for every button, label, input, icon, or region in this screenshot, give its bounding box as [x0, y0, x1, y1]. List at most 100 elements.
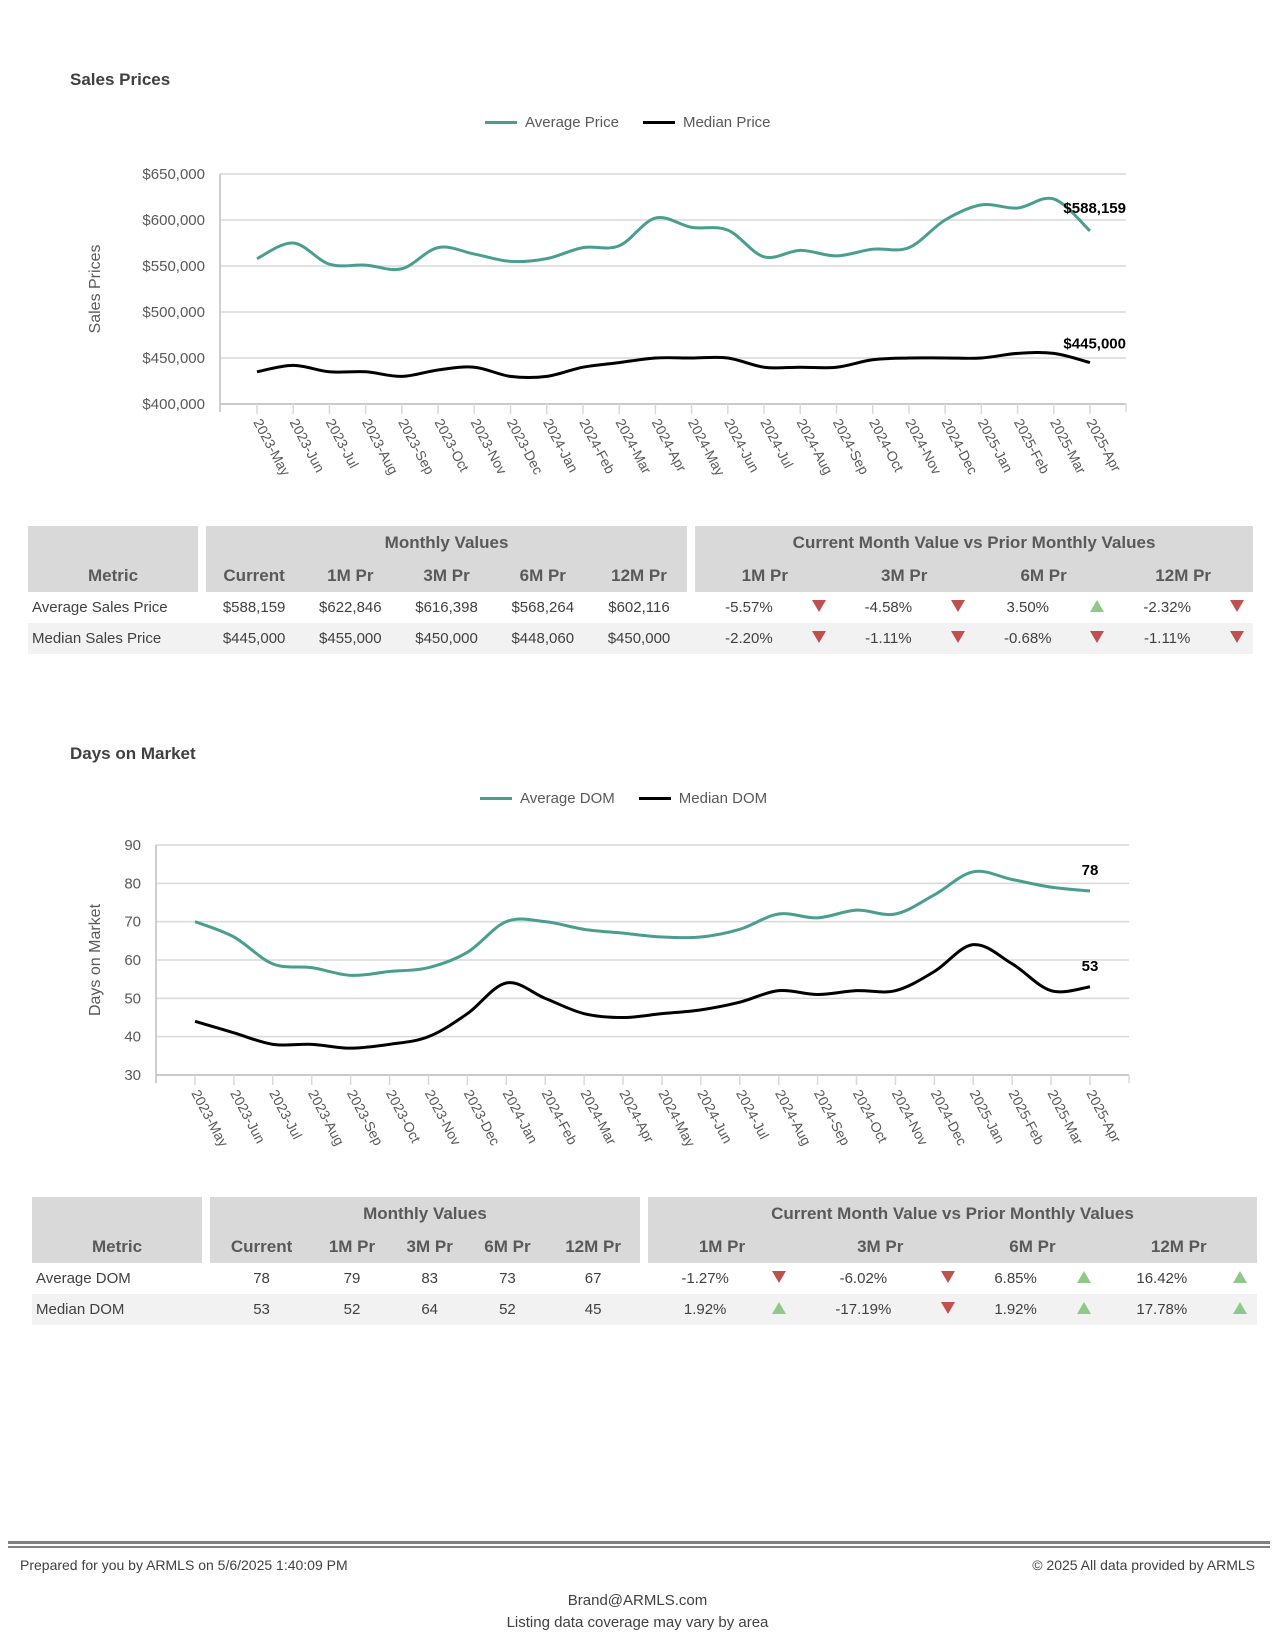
- change-percent: 1.92%: [964, 1294, 1067, 1325]
- y-tick-label: $550,000: [142, 258, 205, 275]
- trend-down-icon: [942, 623, 974, 654]
- average-series-line: [256, 196, 1092, 272]
- end-data-label: 53: [1082, 958, 1099, 975]
- metric-name: Median DOM: [32, 1294, 202, 1325]
- dom-metrics-table: Metric Monthly Values Current Month Valu…: [32, 1197, 1257, 1325]
- legend-label: Average Price: [525, 114, 619, 131]
- change-percent: 3.50%: [1006, 599, 1050, 616]
- sales-prices-chart: $400,000 $450,000 $500,000 $550,000 $600,000…: [87, 166, 1127, 478]
- monthly-value: $568,264: [511, 599, 575, 616]
- y-tick-label: 70: [124, 914, 141, 931]
- triangle-down-icon: [951, 600, 966, 612]
- end-data-label: 78: [1082, 862, 1099, 879]
- trend-up-icon: [1223, 1263, 1257, 1294]
- change-percent: 16.42%: [1136, 1270, 1188, 1287]
- col-6m: 6M Pr: [468, 1230, 547, 1263]
- table-row: Median Sales Price $445,000 $455,000 $450,0…: [28, 623, 1253, 654]
- spacer: [687, 623, 696, 654]
- legend-swatch-average: [480, 797, 512, 800]
- y-tick-label: $500,000: [142, 304, 205, 321]
- metric-name: Average Sales Price: [32, 599, 168, 616]
- table-row: Average Sales Price $588,159 $622,846 $616,…: [28, 592, 1253, 623]
- end-data-label: $588,159: [1063, 200, 1126, 217]
- trend-up-icon: [1066, 1294, 1101, 1325]
- x-tick-label: 2024-Jul: [733, 1087, 772, 1142]
- monthly-value: $622,846: [319, 599, 382, 616]
- col-12m: 12M Pr: [590, 559, 688, 592]
- legend-median-dom: Median DOM: [638, 790, 767, 807]
- change-percent: -0.68%: [973, 623, 1082, 654]
- dom-table-body: Average DOM 78 79 83 73 67 -1.27% -6.02% 6.85% 16…: [32, 1263, 1257, 1325]
- y-tick-label: 30: [124, 1067, 141, 1084]
- table-row: Median DOM 53 52 64 52 45 1.92% -17.19% 1.92% 17.…: [32, 1294, 1257, 1325]
- trend-up-icon: [762, 1294, 797, 1325]
- monthly-values-header: Monthly Values: [206, 526, 688, 559]
- metric-header: Metric: [32, 1197, 202, 1263]
- y-tick-label: $600,000: [142, 212, 205, 229]
- monthly-value: $455,000: [302, 623, 399, 654]
- x-tick-label: 2024-Dec: [928, 1087, 971, 1148]
- change-percent: 17.78%: [1100, 1294, 1224, 1325]
- trend-down-icon: [1081, 623, 1114, 654]
- x-tick-label: 2024-Feb: [539, 1087, 581, 1148]
- change-percent: -6.02%: [839, 1270, 888, 1287]
- col-cmp-1m: 1M Pr: [695, 559, 835, 592]
- change-percent: -1.27%: [681, 1270, 729, 1287]
- x-tick-label: 2025-Feb: [1006, 1087, 1048, 1148]
- col-cmp-12m: 12M Pr: [1100, 1230, 1257, 1263]
- legend-label: Average DOM: [520, 790, 615, 807]
- trend-down-icon: [762, 1263, 796, 1294]
- metric-header: Metric: [28, 526, 198, 592]
- triangle-down-icon: [1230, 631, 1244, 643]
- legend-label: Median Price: [682, 114, 771, 131]
- y-tick-label: 60: [124, 952, 141, 969]
- col-cmp-3m: 3M Pr: [796, 1230, 965, 1263]
- change-percent: 6.85%: [994, 1270, 1037, 1287]
- trend-up-icon: [1082, 592, 1114, 623]
- monthly-value: 73: [499, 1270, 516, 1287]
- y-tick-label: $650,000: [142, 166, 205, 183]
- y-tick-label: 50: [124, 990, 141, 1007]
- triangle-up-icon: [1076, 1302, 1091, 1314]
- spacer: [202, 1263, 210, 1294]
- trend-down-icon: [1221, 592, 1253, 623]
- col-current: Current: [206, 559, 303, 592]
- col-1m: 1M Pr: [302, 559, 399, 592]
- trend-down-icon: [930, 1294, 965, 1325]
- table-row: Average DOM 78 79 83 73 67 -1.27% -6.02% 6.85% 16…: [32, 1263, 1257, 1294]
- triangle-up-icon: [1076, 1271, 1091, 1283]
- triangle-down-icon: [811, 631, 826, 643]
- y-tick-label: 80: [124, 875, 141, 892]
- triangle-down-icon: [951, 631, 966, 643]
- spacer: [202, 1294, 210, 1325]
- col-cmp-6m: 6M Pr: [973, 559, 1114, 592]
- monthly-value: $445,000: [206, 623, 303, 654]
- triangle-down-icon: [811, 600, 826, 612]
- coverage-disclaimer: Listing data coverage may vary by area: [506, 1614, 769, 1631]
- change-percent: -2.20%: [695, 623, 803, 654]
- trend-up-icon: [1067, 1263, 1101, 1294]
- col-cmp-12m: 12M Pr: [1113, 559, 1253, 592]
- monthly-value: $616,398: [415, 599, 478, 616]
- monthly-value: 53: [210, 1294, 314, 1325]
- x-tick-label: 2025-Mar: [1044, 1087, 1086, 1148]
- trend-down-icon: [931, 1263, 965, 1294]
- monthly-value: 78: [253, 1270, 270, 1287]
- col-12m: 12M Pr: [546, 1230, 640, 1263]
- triangle-down-icon: [940, 1271, 955, 1283]
- triangle-up-icon: [1090, 600, 1105, 612]
- contact-email: Brand@ARMLS.com: [567, 1592, 708, 1609]
- dom-legend: Average DOM Median DOM: [480, 790, 767, 807]
- triangle-up-icon: [772, 1302, 787, 1314]
- col-6m: 6M Pr: [494, 559, 591, 592]
- change-percent: -1.11%: [1113, 623, 1222, 654]
- y-axis-label: Sales Prices: [87, 245, 104, 334]
- triangle-up-icon: [1233, 1302, 1248, 1314]
- monthly-value: 52: [468, 1294, 547, 1325]
- compare-header: Current Month Value vs Prior Monthly Val…: [647, 1197, 1257, 1230]
- monthly-value: $448,060: [494, 623, 591, 654]
- footer-divider-2: [8, 1546, 1270, 1548]
- y-tick-label: $400,000: [142, 396, 205, 413]
- x-tick-label: 2023-Aug: [305, 1087, 348, 1148]
